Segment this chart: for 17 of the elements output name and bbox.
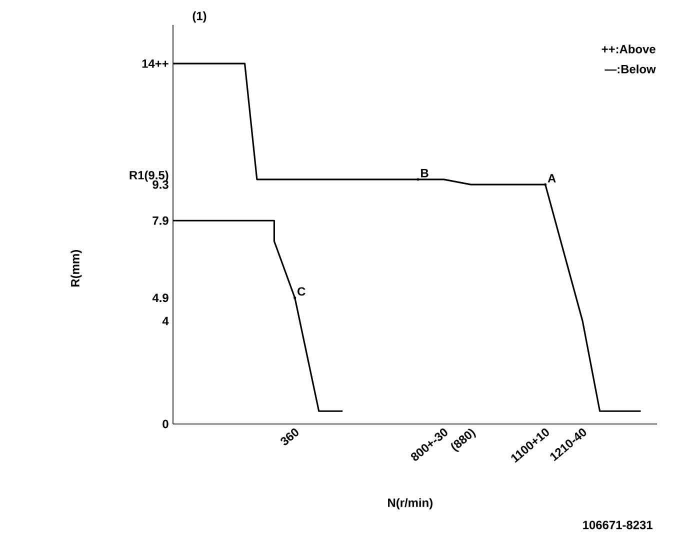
y-tick-label: 14++ <box>142 59 168 68</box>
annotation: A <box>548 174 556 182</box>
x-axis-title: N(r/min) <box>388 498 432 510</box>
annotation: B <box>421 169 428 178</box>
text: 106671-8231 <box>583 520 652 530</box>
annotation: ++:Above <box>602 44 656 54</box>
y-tick-label: 4 <box>162 316 169 326</box>
chart-title: (1) <box>192 11 206 23</box>
y-axis-title: R(mm) <box>70 250 82 287</box>
annotation: —:Below <box>604 64 656 74</box>
y-tick-label: 0 <box>162 420 168 428</box>
annotation: C <box>298 287 306 296</box>
y-tick-label: 4.9 <box>152 294 168 302</box>
y-tick-label: 7.9 <box>152 216 168 225</box>
x-tick-label: 360 <box>280 428 298 446</box>
y-tick-label: 9.3 <box>152 180 168 189</box>
y-tick-label: R1(9.5) <box>130 170 168 182</box>
